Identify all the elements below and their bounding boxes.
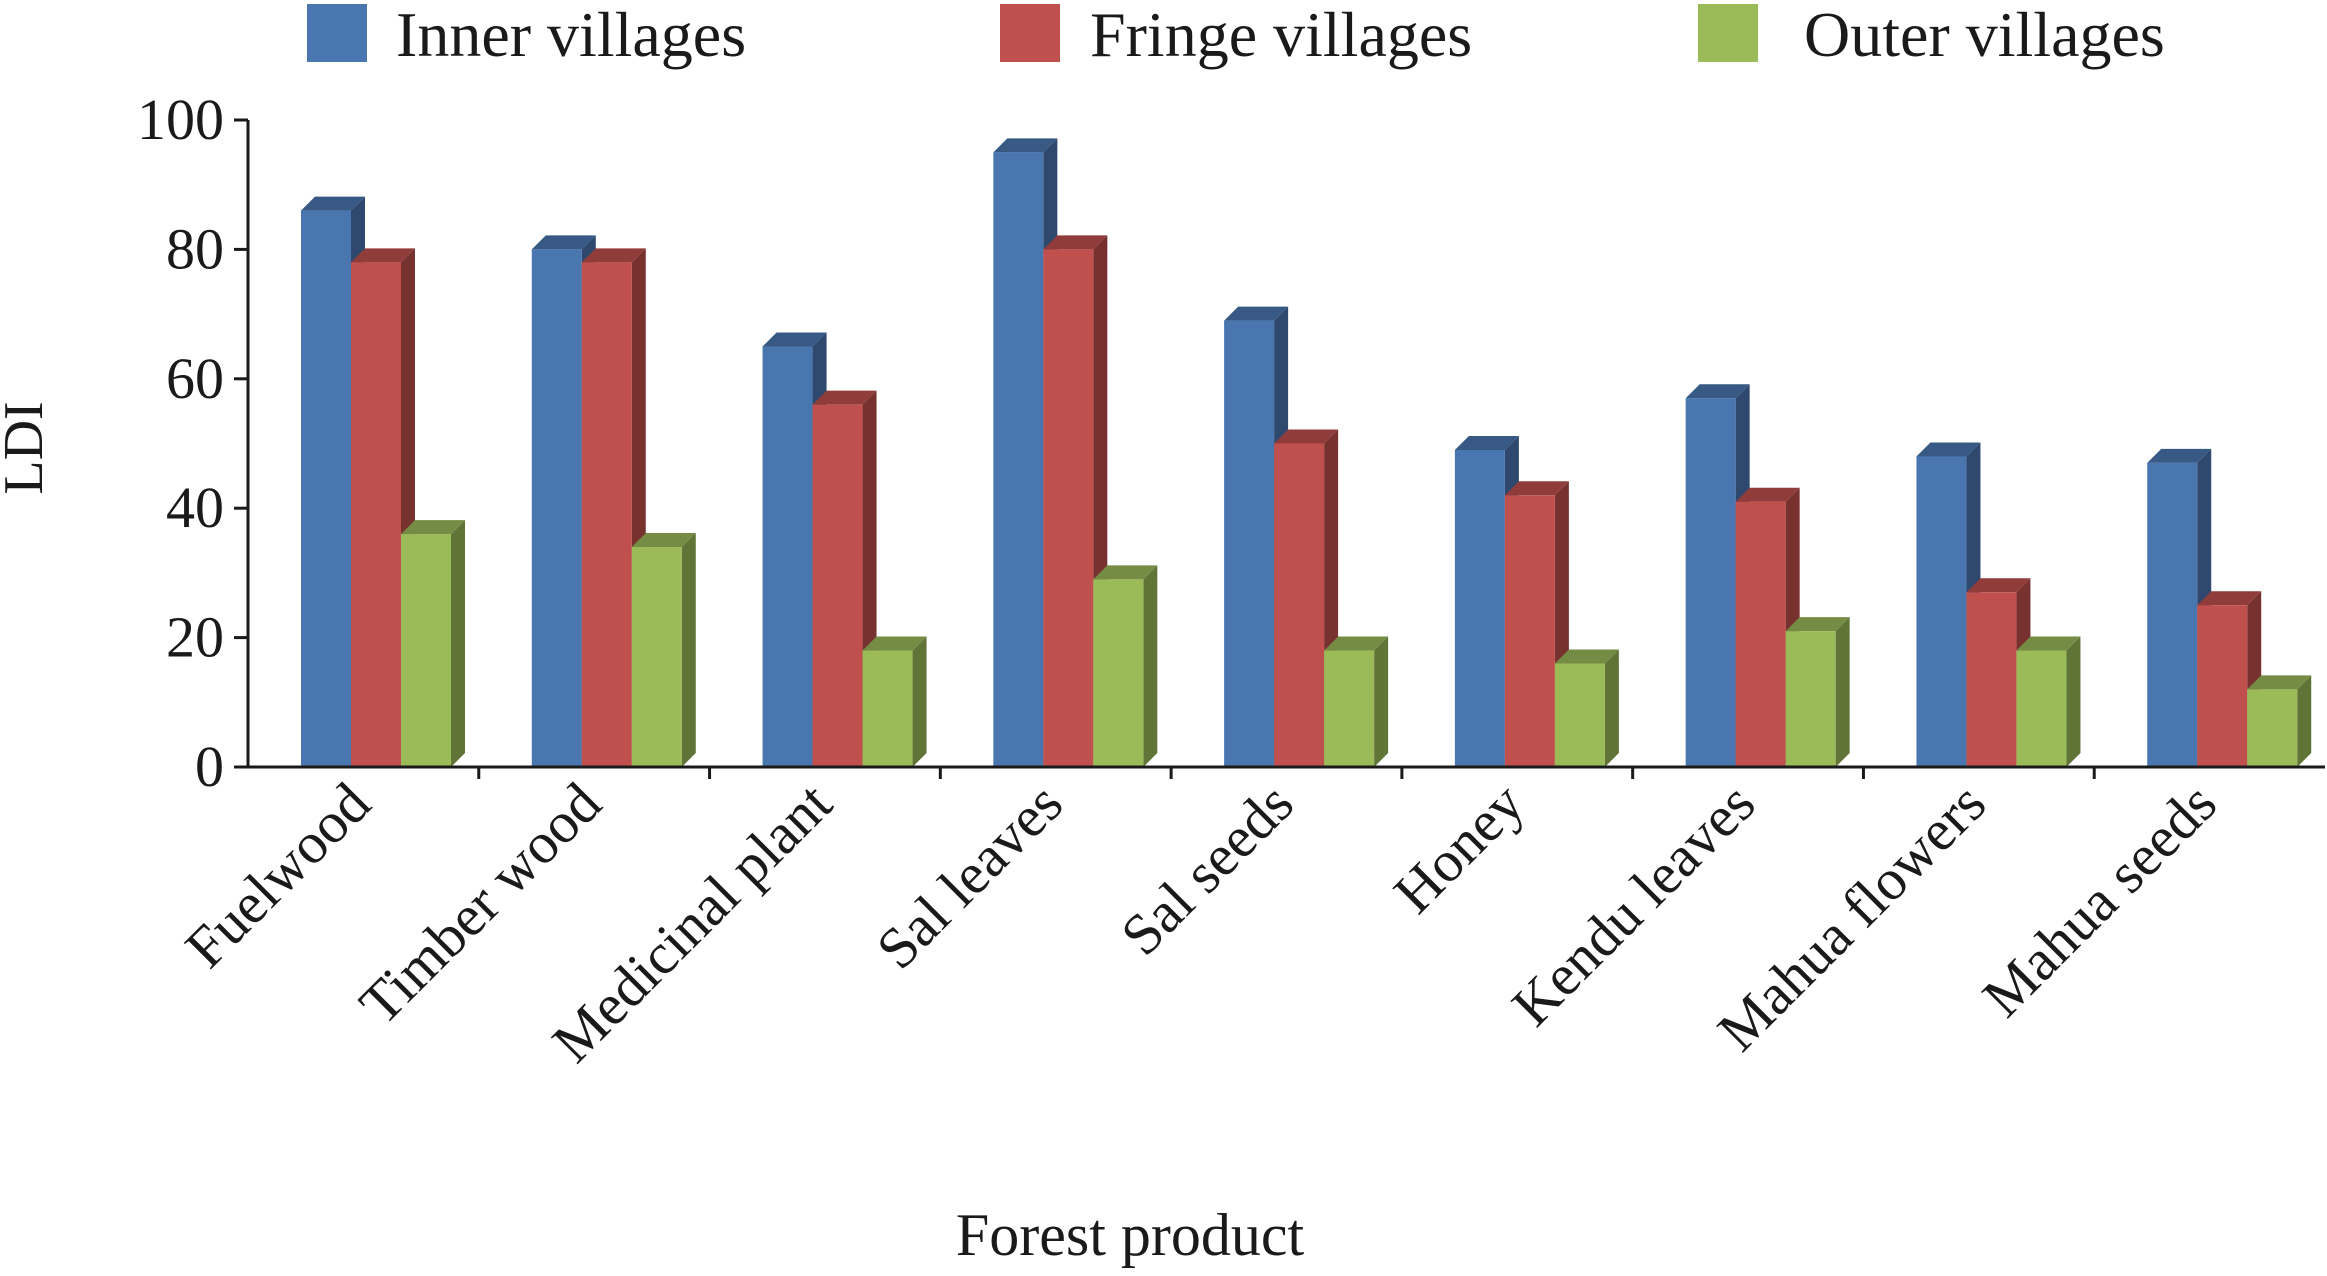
legend-swatch [1000,4,1060,62]
legend-label: Inner villages [396,0,746,70]
bar-outer-villages-fuelwood [401,520,465,767]
axes [234,118,2325,779]
y-tick-label: 20 [166,605,224,670]
x-axis-label: Forest product [956,1202,1305,1268]
y-tick-label: 80 [166,216,224,281]
legend: Inner villages Fringe villages Outer villa… [307,0,2165,70]
legend-label: Outer villages [1804,0,2165,70]
x-tick-label: Mahua seeds [1970,770,2229,1029]
x-tick-label: Honey [1381,770,1536,925]
bar-outer-villages-mahua-seeds [2247,675,2312,767]
x-tick-label: Fuelwood [173,770,383,980]
bar-outer-villages-sal-leaves [1093,565,1158,767]
y-tick-label: 60 [166,346,224,411]
bar-outer-villages-honey [1554,649,1619,767]
bar-outer-villages-timber-wood [631,533,696,767]
legend-swatch [307,4,367,62]
bar-fringe-villages-fuelwood [351,248,415,768]
bar-outer-villages-sal-seeds [1324,636,1389,767]
bar-outer-villages-medicinal-plant [862,636,927,767]
legend-item-outer-villages: Outer villages [1698,0,2165,70]
legend-swatch [1698,4,1758,62]
y-axis-label: LDI [0,401,55,494]
legend-item-fringe-villages: Fringe villages [1000,0,1472,70]
y-tick-label: 0 [195,734,224,799]
y-tick-labels: 0 20 40 60 80 100 [137,87,224,799]
x-tick-label: Sal leaves [864,770,1075,981]
y-tick-label: 100 [137,87,224,152]
x-tick-label: Sal seeds [1108,770,1305,967]
bar-outer-villages-kendu-leaves [1785,617,1850,767]
legend-label: Fringe villages [1090,0,1472,70]
bars [301,138,2312,768]
y-tick-label: 40 [166,475,224,540]
legend-item-inner-villages: Inner villages [307,0,746,70]
bar-outer-villages-mahua-flowers [2016,636,2081,767]
